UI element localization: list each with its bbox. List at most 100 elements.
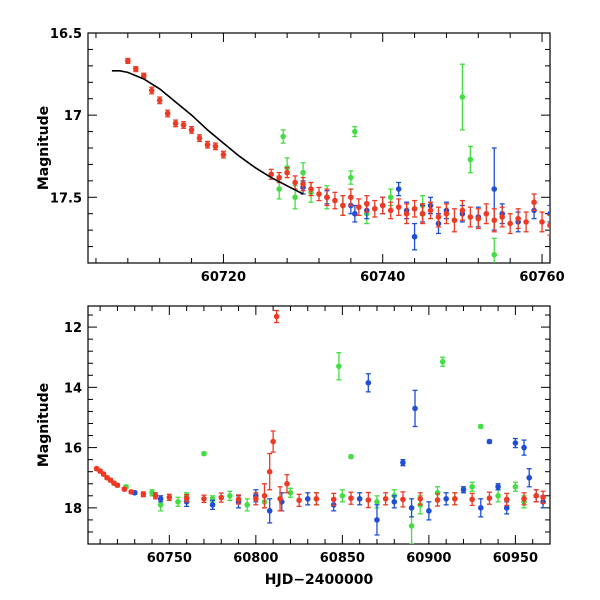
green-data-point [348, 453, 354, 460]
green-data-point [352, 128, 358, 135]
red-data-point [348, 194, 354, 201]
red-data-point [100, 471, 107, 477]
y-tick-label: 17.5 [50, 191, 82, 206]
red-data-point [365, 497, 372, 503]
green-data-point [512, 483, 519, 490]
red-data-point [475, 215, 482, 222]
red-data-point [308, 186, 314, 192]
green-data-point [276, 186, 282, 192]
blue-data-point [486, 438, 493, 445]
blue-data-point [352, 210, 358, 217]
red-data-point [540, 494, 546, 501]
green-data-point [201, 450, 207, 457]
red-data-point [330, 496, 337, 503]
green-data-point [336, 363, 342, 370]
blue-data-point [512, 440, 519, 446]
blue-data-point [411, 233, 418, 240]
red-data-point [507, 220, 513, 227]
red-data-point [180, 122, 187, 128]
red-data-point [452, 496, 458, 502]
red-data-point [132, 66, 139, 72]
red-data-point [201, 496, 207, 502]
red-data-point [156, 97, 163, 104]
red-data-point [273, 313, 280, 320]
blue-data-point [266, 508, 273, 514]
green-data-point [280, 133, 286, 140]
red-data-point [121, 486, 128, 492]
red-data-point [356, 204, 362, 210]
blue-data-point [495, 483, 501, 490]
x-tick-label: 60750 [147, 551, 192, 566]
blue-data-point [443, 496, 449, 502]
red-data-point [276, 174, 282, 181]
red-data-point [486, 495, 493, 502]
red-data-point [284, 169, 290, 176]
blue-data-point [157, 496, 164, 502]
x-tick-label: 60900 [406, 551, 451, 566]
x-tick-label: 60850 [320, 551, 365, 566]
plot-frame [87, 305, 551, 545]
plot-area [93, 309, 546, 544]
red-data-point [379, 202, 386, 209]
red-data-point [434, 497, 441, 503]
red-data-point [427, 207, 434, 214]
red-data-point [204, 141, 211, 148]
green-data-point [244, 502, 250, 508]
green-data-point [467, 156, 474, 163]
red-data-point [277, 496, 283, 502]
blue-data-point [526, 474, 533, 481]
red-data-point [340, 202, 346, 209]
blue-data-point [477, 505, 484, 511]
green-data-point [374, 499, 380, 505]
red-data-point [521, 496, 527, 502]
blue-data-point [491, 186, 498, 192]
blue-data-point [521, 444, 527, 451]
green-data-point [292, 194, 298, 201]
green-data-point [477, 423, 484, 430]
red-data-point [253, 496, 259, 502]
red-data-point [451, 217, 458, 224]
green-data-point [408, 523, 415, 529]
red-data-point [296, 497, 302, 504]
x-tick-label: 60760 [519, 270, 564, 285]
red-data-point [499, 214, 506, 220]
y-tick-label: 18 [64, 502, 82, 517]
red-data-point [235, 496, 242, 503]
red-data-point [128, 489, 135, 495]
red-data-point [395, 204, 402, 210]
green-data-point [227, 492, 233, 499]
red-data-point [114, 482, 121, 489]
red-data-point [459, 207, 466, 214]
red-data-point [196, 135, 203, 141]
blue-data-point [374, 517, 380, 523]
green-data-point [469, 483, 475, 490]
red-data-point [218, 494, 225, 501]
blue-data-point [356, 496, 363, 502]
x-tick-label: 60720 [201, 270, 246, 285]
red-data-point [363, 201, 370, 207]
x-axis-label: HJD−2400000 [265, 572, 374, 588]
red-data-point [417, 496, 424, 502]
y-axis-label: Magnitude [36, 383, 52, 467]
bottom-panel-full-light-curve: 60750 60800 60850 60900 60950 12 14 16 18 Magnitu… [36, 305, 551, 588]
green-data-point [495, 492, 501, 499]
green-data-point [387, 194, 394, 201]
blue-data-point [426, 508, 432, 514]
y-tick-label: 14 [64, 381, 82, 396]
red-data-point [531, 199, 537, 206]
y-tick-label: 16 [64, 442, 82, 457]
x-tick-label: 60800 [233, 551, 278, 566]
red-data-point [261, 492, 268, 499]
red-data-point [140, 491, 147, 498]
red-data-point [268, 171, 275, 178]
red-data-point [332, 197, 338, 204]
red-data-point [469, 496, 475, 503]
red-data-point [212, 143, 219, 150]
red-data-point [547, 222, 550, 229]
red-data-point [148, 87, 155, 94]
red-data-point [523, 219, 529, 225]
red-data-point [284, 480, 290, 487]
red-data-point [443, 210, 450, 217]
